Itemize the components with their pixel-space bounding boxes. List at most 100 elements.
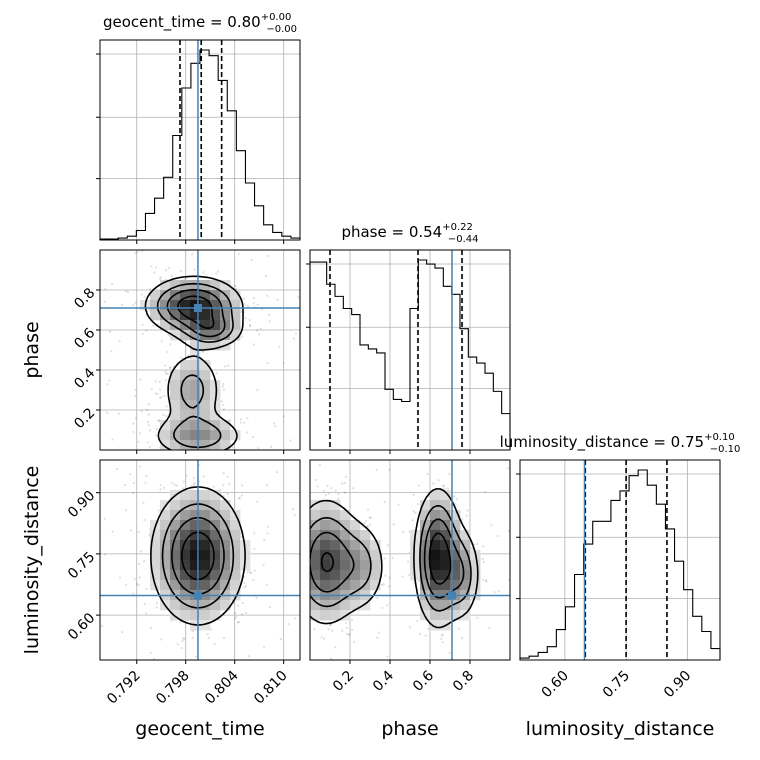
density-cell	[200, 320, 211, 331]
x-axis-label-luminosity_distance: luminosity_distance	[526, 718, 715, 740]
x-tick-label: 0.2	[330, 668, 357, 695]
sample-point	[252, 343, 255, 346]
density-cell	[200, 410, 211, 421]
density-cell	[190, 280, 201, 291]
sample-point	[426, 472, 429, 475]
sample-point	[118, 340, 121, 343]
sample-point	[253, 547, 256, 550]
density-cell	[320, 530, 331, 541]
sample-point	[222, 382, 225, 386]
sample-point	[427, 627, 430, 630]
x-tick-label: 0.8	[450, 668, 477, 695]
sample-point	[256, 500, 259, 503]
sample-point	[320, 636, 323, 639]
sample-point	[207, 636, 210, 639]
sample-point	[452, 495, 456, 498]
sample-point	[234, 611, 237, 615]
density-cell	[230, 560, 241, 571]
density-cell	[200, 610, 211, 621]
sample-point	[164, 269, 168, 272]
sample-point	[134, 252, 137, 255]
density-cell	[430, 490, 441, 501]
sample-point	[181, 639, 184, 643]
sample-point	[139, 378, 142, 381]
sample-point	[120, 303, 124, 306]
sample-point	[485, 580, 488, 583]
density-cell	[230, 570, 241, 581]
sample-point	[241, 601, 244, 604]
sample-point	[265, 583, 269, 586]
sample-point	[213, 643, 216, 646]
density-cell	[310, 570, 321, 581]
density-cell	[170, 400, 181, 411]
density-cell	[180, 300, 191, 311]
density-cell	[210, 530, 221, 541]
sample-point	[484, 579, 488, 582]
density-cell	[460, 530, 471, 541]
density-cell	[230, 520, 241, 531]
sample-point	[236, 621, 240, 624]
density-cell	[430, 520, 441, 531]
density-cell	[190, 550, 201, 561]
sample-point	[226, 475, 229, 478]
sample-point	[381, 583, 384, 586]
sample-point	[158, 420, 161, 423]
sample-point	[350, 618, 354, 621]
sample-point	[111, 438, 114, 441]
density-cell	[150, 310, 161, 321]
x-tick-label: 0.798	[153, 668, 193, 708]
contour-level-0	[150, 486, 246, 626]
y-tick-label: 0.90	[65, 488, 98, 521]
density-cell	[420, 520, 431, 531]
density-cell	[360, 570, 371, 581]
density-cell	[350, 530, 361, 541]
sample-point	[206, 633, 209, 636]
sample-point	[158, 388, 162, 391]
sample-point	[251, 435, 254, 439]
sample-point	[330, 486, 333, 490]
sample-point	[367, 508, 370, 511]
density-cell	[320, 580, 331, 591]
density-cell	[170, 370, 181, 381]
sample-point	[166, 351, 169, 354]
sample-point	[391, 556, 394, 560]
density-cell	[450, 560, 461, 571]
sample-point	[180, 356, 183, 359]
density-cell	[200, 620, 211, 631]
sample-point	[482, 578, 485, 581]
density-cell	[200, 290, 211, 301]
density-cell	[190, 490, 201, 501]
sample-point	[106, 383, 109, 386]
density-cell	[320, 510, 331, 521]
density-cell	[310, 580, 321, 591]
density-cell	[210, 290, 221, 301]
sample-point	[132, 422, 135, 425]
x-axis-label-phase: phase	[381, 718, 438, 740]
density-cell	[150, 540, 161, 551]
density-cell	[210, 600, 221, 611]
sample-point	[159, 276, 162, 279]
sample-point	[268, 606, 272, 609]
density-cell	[190, 570, 201, 581]
sample-point	[166, 372, 169, 375]
sample-point	[250, 259, 253, 262]
density-cell	[440, 500, 451, 511]
density-cell	[170, 380, 181, 391]
sample-point	[327, 492, 330, 495]
density-cell	[370, 560, 381, 571]
density-cell	[200, 560, 211, 571]
density-cell	[310, 530, 321, 541]
sample-point	[334, 646, 337, 649]
density-cell	[430, 500, 441, 511]
density-cell	[190, 580, 201, 591]
sample-point	[253, 532, 256, 535]
density-cell	[210, 390, 221, 401]
density-cell	[220, 560, 231, 571]
sample-point	[252, 302, 256, 305]
sample-point	[145, 329, 148, 332]
sample-point	[507, 529, 510, 533]
sample-point	[388, 576, 391, 579]
sample-point	[441, 641, 444, 644]
density-cell	[190, 500, 201, 511]
density-cell	[220, 530, 231, 541]
